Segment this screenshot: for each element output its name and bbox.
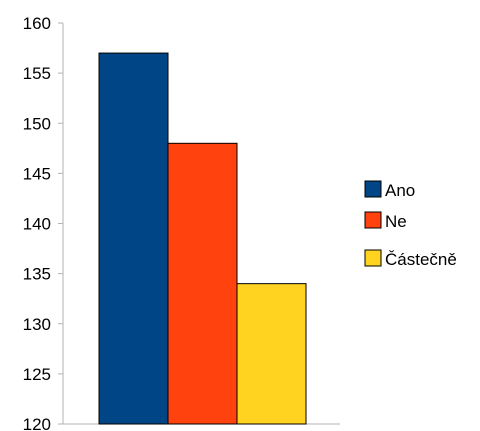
- y-tick-label: 130: [23, 315, 51, 334]
- y-tick-label: 125: [23, 365, 51, 384]
- y-tick-label: 155: [23, 64, 51, 83]
- y-tick-label: 135: [23, 265, 51, 284]
- legend-swatch-0: [364, 180, 382, 198]
- y-tick-label: 150: [23, 114, 51, 133]
- legend-label-2: Částečně: [385, 250, 457, 269]
- y-tick-label: 120: [23, 415, 51, 431]
- legend-swatch-1: [364, 211, 382, 229]
- y-tick-label: 160: [23, 14, 51, 33]
- bar-0: [98, 52, 169, 425]
- legend-label-0: Ano: [385, 181, 415, 200]
- legend: Ano Ne Částečně: [364, 180, 457, 269]
- legend-swatch-2: [364, 249, 382, 267]
- legend-label-1: Ne: [385, 212, 407, 231]
- bars: [98, 52, 307, 425]
- y-axis: 120 125 130 135 140 145 150 155 160: [23, 14, 340, 431]
- y-tick-label: 145: [23, 164, 51, 183]
- bar-1: [167, 142, 238, 425]
- y-tick-label: 140: [23, 215, 51, 234]
- bar-2: [236, 283, 307, 425]
